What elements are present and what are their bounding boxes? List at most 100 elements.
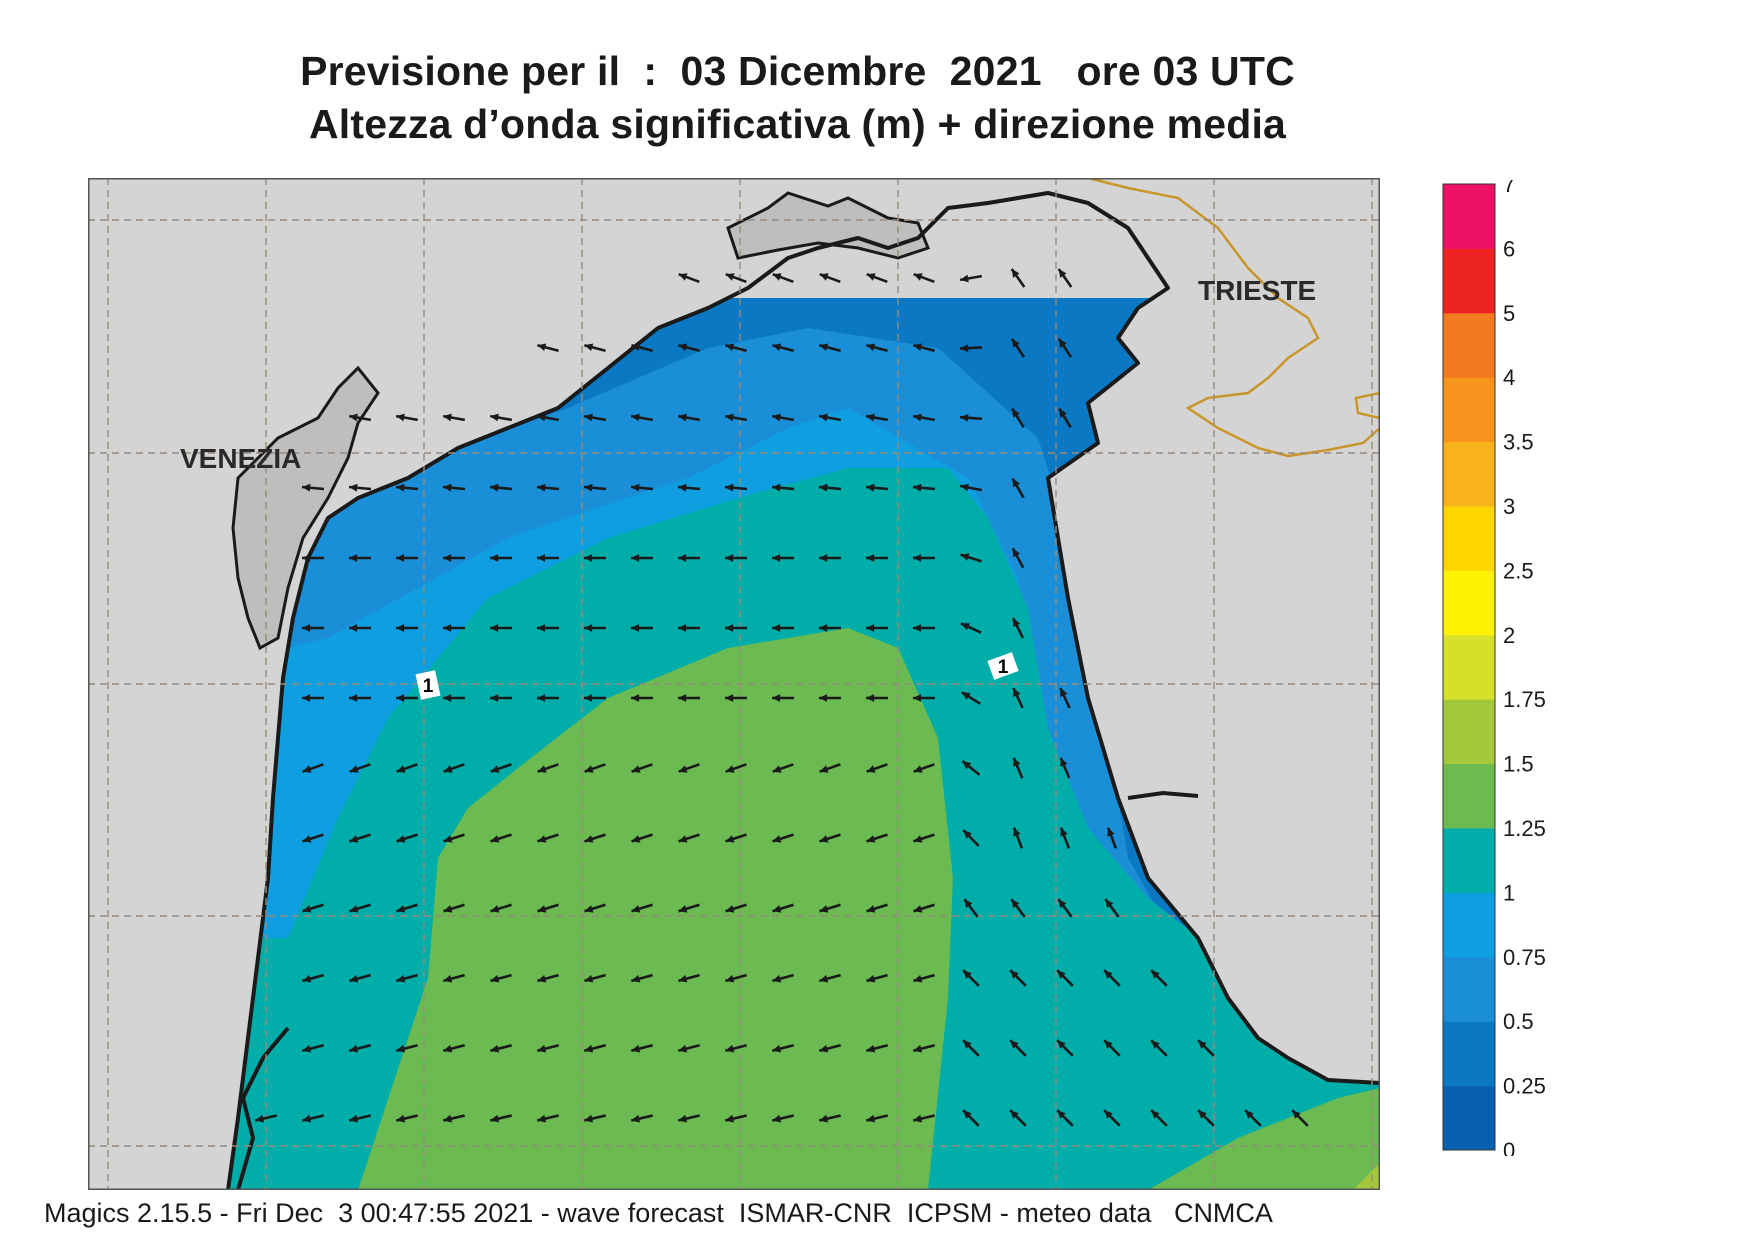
wave-arrowhead (725, 694, 734, 702)
wave-arrowhead (819, 835, 829, 843)
wave-arrowhead (396, 694, 405, 702)
southwest-coast (236, 1026, 290, 1190)
wave-arrowhead (631, 554, 640, 562)
wave-arrowhead (913, 905, 923, 913)
wave-arrowhead (1105, 899, 1114, 908)
wave-arrowhead (349, 835, 359, 843)
wave-arrowhead (490, 483, 499, 492)
wave-arrowhead (819, 624, 828, 632)
wave-arrowhead (725, 1114, 735, 1123)
wave-arrowhead (772, 1114, 782, 1123)
wave-arrowhead (537, 835, 547, 843)
legend-swatch (1443, 1021, 1495, 1087)
legend-level-label: 2 (1503, 623, 1515, 648)
wave-arrowhead (302, 1114, 312, 1123)
wave-arrowhead (772, 554, 781, 562)
wave-arrowhead (772, 624, 781, 632)
wave-arrowhead (302, 694, 311, 702)
legend-level-label: 3 (1503, 494, 1515, 519)
legend-swatch (1443, 763, 1495, 829)
wave-arrowhead (772, 413, 781, 422)
coastline (226, 191, 1380, 1190)
wave-arrowhead (725, 905, 735, 913)
wave-arrowhead (678, 413, 687, 422)
wave-arrowhead (490, 975, 500, 983)
legend-level-label: 4 (1503, 365, 1515, 390)
wave-arrowhead (963, 830, 972, 839)
wave-arrowhead (866, 765, 876, 773)
wave-arrowhead (443, 483, 452, 492)
wave-arrowhead (1012, 338, 1020, 348)
wave-arrowhead (584, 1044, 594, 1053)
legend-level-label: 0.75 (1503, 945, 1546, 970)
wave-arrowhead (772, 343, 782, 351)
wave-arrowhead (490, 554, 499, 562)
wave-arrowhead (349, 554, 358, 562)
wave-arrowhead (960, 553, 970, 561)
wave-arrowhead (913, 694, 922, 702)
wave-arrowhead (962, 761, 972, 770)
wave-arrowhead (443, 835, 453, 843)
wave-arrowhead (1012, 478, 1020, 488)
wave-arrowhead (866, 413, 875, 422)
wave-arrowhead (964, 899, 973, 908)
wave-arrowhead (678, 1044, 688, 1053)
legend-level-label: 0 (1503, 1138, 1515, 1156)
wave-arrowhead (725, 554, 734, 562)
legend-swatches (1442, 183, 1496, 1151)
wave-arrowhead (678, 905, 688, 913)
wave-arrowhead (1011, 899, 1020, 908)
contour-label-1-west: 1 (415, 670, 441, 700)
wave-arrowhead (963, 1110, 972, 1119)
wave-arrowhead (537, 554, 546, 562)
wave-arrowhead (725, 273, 735, 281)
wave-arrowhead (1012, 548, 1021, 558)
wave-arrowhead (537, 1044, 547, 1053)
wave-arrowhead (537, 413, 546, 422)
svg-text:1: 1 (423, 676, 434, 697)
wave-arrowhead (866, 835, 876, 843)
wave-arrowhead (490, 835, 500, 843)
wave-arrowhead (819, 975, 829, 983)
wave-arrowhead (1059, 408, 1067, 418)
wave-arrowhead (1057, 1110, 1066, 1119)
wave-arrowhead (537, 905, 547, 913)
wave-arrowhead (349, 905, 359, 913)
wave-arrowhead (396, 483, 405, 492)
forecast-subtitle: Altezza d’onda significativa (m) + direz… (308, 101, 1287, 147)
wave-arrowhead (913, 483, 922, 492)
legend-swatch (1443, 892, 1495, 958)
city-label-trieste: TRIESTE (1198, 275, 1316, 306)
wave-arrowhead (913, 835, 923, 843)
wave-arrowhead (443, 765, 453, 773)
istria-inlet (1127, 790, 1199, 800)
legend-level-label: 5 (1503, 301, 1515, 326)
wave-arrowhead (443, 1044, 453, 1053)
wave-arrowhead (584, 343, 594, 351)
wave-arrowhead (678, 273, 688, 281)
wave-arrowhead (1010, 970, 1019, 979)
wave-arrowhead (913, 273, 923, 281)
wave-arrowhead (1058, 899, 1067, 908)
wave-arrowhead (443, 413, 452, 422)
wave-arrowhead (631, 413, 640, 422)
graticule (88, 178, 1380, 1190)
wave-arrowhead (772, 765, 782, 773)
wave-arrowhead (866, 975, 876, 983)
wave-arrowhead (913, 765, 923, 773)
legend-level-label: 0.25 (1503, 1074, 1546, 1099)
wave-arrowhead (772, 694, 781, 702)
wave-arrowhead (913, 975, 923, 983)
wave-arrowhead (302, 905, 312, 913)
wave-arrowhead (1198, 1040, 1207, 1049)
wave-arrowhead (866, 624, 875, 632)
wave-arrowhead (584, 483, 593, 492)
wave-arrowhead (349, 765, 359, 773)
wave-arrowhead (960, 274, 969, 283)
wave-arrowhead (302, 835, 312, 843)
wave-arrowhead (819, 483, 828, 492)
wave-arrowhead (396, 835, 406, 843)
wave-arrowhead (1060, 688, 1068, 697)
wave-arrowhead (1013, 688, 1021, 697)
wave-arrowhead (678, 694, 687, 702)
